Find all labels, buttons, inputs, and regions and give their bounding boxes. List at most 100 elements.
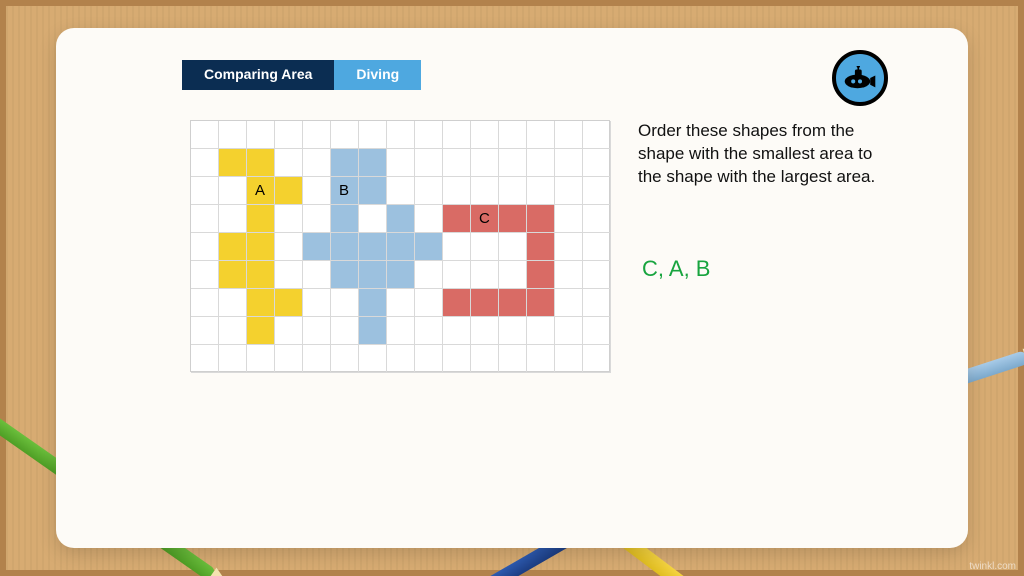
- grid-cell: [191, 289, 219, 317]
- grid-cell: [583, 121, 611, 149]
- tabs: Comparing Area Diving: [182, 60, 421, 90]
- grid-cell: [415, 121, 443, 149]
- grid-cell: [275, 233, 303, 261]
- grid-cell: [499, 233, 527, 261]
- grid-cell: [303, 261, 331, 289]
- grid-cell: [247, 121, 275, 149]
- grid-cell: [583, 177, 611, 205]
- grid-cell: [555, 317, 583, 345]
- grid-cell: [443, 205, 471, 233]
- grid-cell: [359, 233, 387, 261]
- grid-cell: [555, 261, 583, 289]
- grid-cell: [359, 205, 387, 233]
- grid-cell: [359, 317, 387, 345]
- watermark: twinkl.com: [969, 561, 1016, 572]
- grid-cell: [191, 233, 219, 261]
- grid-cell: [275, 289, 303, 317]
- grid-cell: [219, 289, 247, 317]
- answer-text: C, A, B: [642, 256, 710, 282]
- grid-cell: [219, 149, 247, 177]
- grid-cell: [471, 121, 499, 149]
- stage: Comparing Area Diving A B C Order these …: [0, 0, 1024, 576]
- grid-cell: [303, 177, 331, 205]
- grid-cell: [359, 289, 387, 317]
- grid-cell: [555, 205, 583, 233]
- grid-cell: [359, 149, 387, 177]
- grid-cell: [443, 345, 471, 373]
- grid-cell: [527, 177, 555, 205]
- grid-cell: [191, 261, 219, 289]
- grid-cell: [219, 177, 247, 205]
- grid-cell: [443, 261, 471, 289]
- grid-cell: [583, 261, 611, 289]
- grid-cell: [331, 317, 359, 345]
- grid-cell: [527, 317, 555, 345]
- grid-cell: [219, 317, 247, 345]
- grid-cell: [359, 261, 387, 289]
- grid-cell: [191, 345, 219, 373]
- grid-cell: [387, 177, 415, 205]
- grid-cell: [331, 345, 359, 373]
- grid-cell: [219, 121, 247, 149]
- grid-cell: [443, 149, 471, 177]
- grid-cell: [303, 289, 331, 317]
- grid-cell: [387, 205, 415, 233]
- grid-cell: [471, 345, 499, 373]
- grid-cell: [415, 261, 443, 289]
- grid-cell: [219, 345, 247, 373]
- grid-cell: [303, 149, 331, 177]
- grid-cell: [499, 345, 527, 373]
- grid-cell: [275, 317, 303, 345]
- grid-cell: [555, 121, 583, 149]
- grid-cell: [387, 121, 415, 149]
- grid-cell: [499, 289, 527, 317]
- grid-cell: [527, 345, 555, 373]
- grid-cell: [331, 121, 359, 149]
- grid-cell: [191, 177, 219, 205]
- tab-title: Comparing Area: [182, 60, 334, 90]
- grid-cell: [499, 177, 527, 205]
- grid-cell: [247, 289, 275, 317]
- grid-cell: [415, 177, 443, 205]
- grid-cell: [219, 205, 247, 233]
- grid-cell: [443, 317, 471, 345]
- grid-cell: [219, 261, 247, 289]
- grid-cell: [275, 149, 303, 177]
- content-card: Comparing Area Diving A B C Order these …: [56, 28, 968, 548]
- label-a: A: [255, 182, 265, 199]
- grid-cell: [387, 149, 415, 177]
- grid-cell: [499, 205, 527, 233]
- grid-cell: [555, 233, 583, 261]
- grid-cell: [499, 121, 527, 149]
- grid-cell: [499, 149, 527, 177]
- grid-cell: [387, 233, 415, 261]
- grid-cell: [191, 149, 219, 177]
- grid-cell: [443, 121, 471, 149]
- grid-cell: [471, 177, 499, 205]
- grid-cell: [471, 317, 499, 345]
- grid-cell: [527, 149, 555, 177]
- grid-cell: [303, 121, 331, 149]
- grid-cell: [303, 205, 331, 233]
- grid-cell: [331, 233, 359, 261]
- grid-cell: [555, 345, 583, 373]
- grid: A B C: [190, 120, 610, 372]
- grid-cell: [415, 317, 443, 345]
- grid-cell: [331, 261, 359, 289]
- grid-cell: [191, 121, 219, 149]
- grid-cell: [275, 121, 303, 149]
- label-b: B: [339, 182, 349, 199]
- label-c: C: [479, 210, 490, 227]
- grid-cell: [415, 289, 443, 317]
- grid-cell: [275, 261, 303, 289]
- grid-cell: [499, 317, 527, 345]
- grid-cell: [303, 345, 331, 373]
- grid-cell: [555, 177, 583, 205]
- grid-cell: [303, 233, 331, 261]
- grid-cell: [387, 345, 415, 373]
- grid-cell: [247, 345, 275, 373]
- grid-cell: [471, 261, 499, 289]
- grid-cell: [443, 233, 471, 261]
- grid-cell: [359, 121, 387, 149]
- grid-cell: [387, 289, 415, 317]
